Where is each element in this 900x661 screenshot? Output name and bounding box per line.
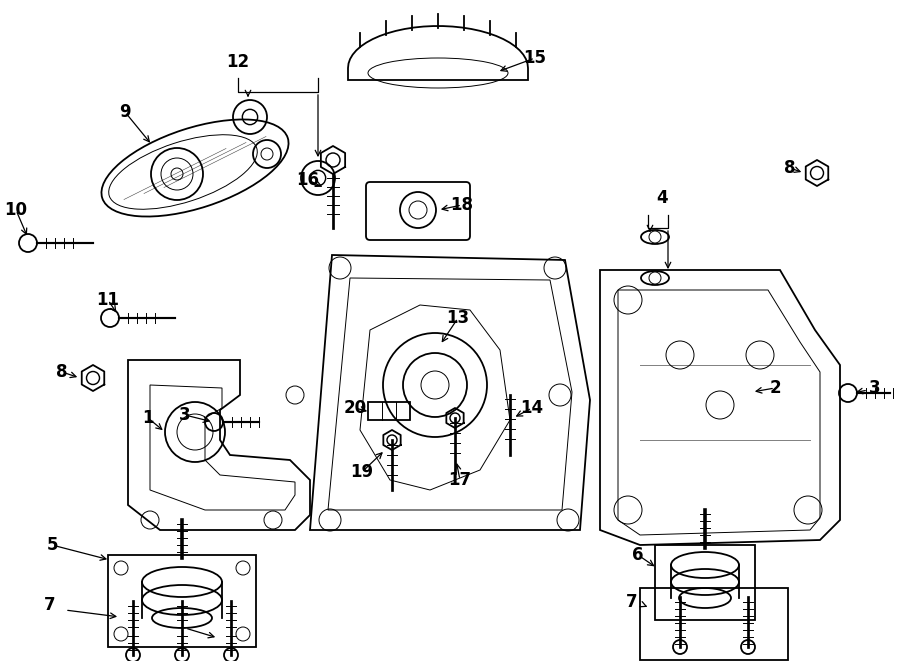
Text: 4: 4 — [656, 189, 668, 207]
Text: 8: 8 — [56, 363, 68, 381]
Text: 15: 15 — [524, 49, 546, 67]
Text: 14: 14 — [520, 399, 544, 417]
Text: 7: 7 — [626, 593, 638, 611]
Text: 2: 2 — [770, 379, 781, 397]
Text: 11: 11 — [96, 291, 120, 309]
Text: 7: 7 — [44, 596, 56, 614]
Text: 3: 3 — [869, 379, 881, 397]
Text: 1: 1 — [142, 409, 154, 427]
Text: 12: 12 — [227, 53, 249, 71]
Text: 19: 19 — [350, 463, 374, 481]
Text: 5: 5 — [46, 536, 58, 554]
Text: 3: 3 — [179, 406, 191, 424]
Text: 9: 9 — [119, 103, 130, 121]
Text: 18: 18 — [451, 196, 473, 214]
Text: 16: 16 — [296, 171, 320, 189]
Text: 10: 10 — [4, 201, 28, 219]
Text: 8: 8 — [784, 159, 796, 177]
Text: 6: 6 — [632, 546, 644, 564]
Bar — [640, 588, 788, 660]
Bar — [108, 555, 256, 647]
Text: 20: 20 — [344, 399, 366, 417]
Bar — [655, 545, 755, 620]
Text: 17: 17 — [448, 471, 472, 489]
Text: 13: 13 — [446, 309, 470, 327]
Bar — [368, 402, 410, 420]
